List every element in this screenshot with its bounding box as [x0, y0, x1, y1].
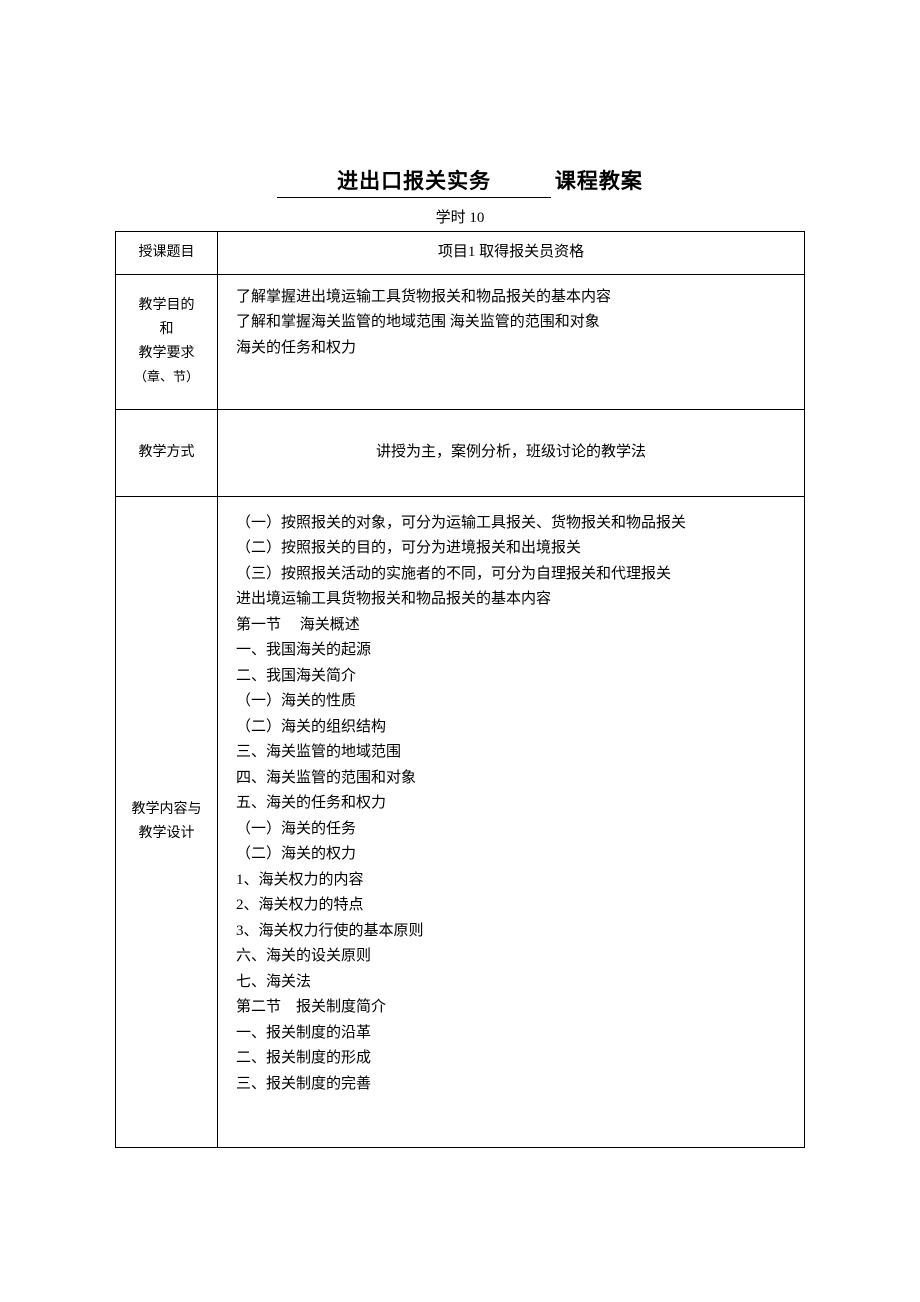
- objective-line: 了解掌握进出境运输工具货物报关和物品报关的基本内容: [228, 285, 794, 311]
- topic-label: 授课题目: [116, 232, 218, 275]
- document-title: 进出口报关实务 课程教案: [115, 165, 805, 198]
- outline-line: （一）海关的任务: [228, 817, 794, 843]
- outline-line: 2、海关权力的特点: [228, 893, 794, 919]
- outline-line: （二）按照报关的目的，可分为进境报关和出境报关: [228, 536, 794, 562]
- title-underlined: 进出口报关实务: [277, 165, 551, 198]
- outline-line: 二、报关制度的形成: [228, 1046, 794, 1072]
- method-value: 讲授为主，案例分析，班级讨论的教学法: [218, 410, 805, 497]
- subtitle-hours: 学时 10: [115, 206, 805, 227]
- outline-line: 第二节 报关制度简介: [228, 995, 794, 1021]
- objectives-content: 了解掌握进出境运输工具货物报关和物品报关的基本内容 了解和掌握海关监管的地域范围…: [218, 274, 805, 410]
- title-plain: 课程教案: [555, 165, 643, 195]
- objective-line: 了解和掌握海关监管的地域范围 海关监管的范围和对象: [228, 310, 794, 336]
- outline-line: 进出境运输工具货物报关和物品报关的基本内容: [228, 587, 794, 613]
- objectives-label-note: （章、节）: [134, 369, 199, 384]
- content-design-label: 教学内容与 教学设计: [116, 496, 218, 1148]
- table-row: 教学方式 讲授为主，案例分析，班级讨论的教学法: [116, 410, 805, 497]
- content-design-label-line: 教学内容与: [132, 802, 202, 817]
- objectives-label-line: 教学目的: [139, 298, 195, 313]
- outline-line: （二）海关的组织结构: [228, 715, 794, 741]
- outline-line: （一）按照报关的对象，可分为运输工具报关、货物报关和物品报关: [228, 511, 794, 537]
- outline-line: 四、海关监管的范围和对象: [228, 766, 794, 792]
- outline-line: 三、报关制度的完善: [228, 1072, 794, 1098]
- outline-line: （三）按照报关活动的实施者的不同，可分为自理报关和代理报关: [228, 562, 794, 588]
- content-design-outline: （一）按照报关的对象，可分为运输工具报关、货物报关和物品报关 （二）按照报关的目…: [218, 496, 805, 1148]
- outline-line: 六、海关的设关原则: [228, 944, 794, 970]
- table-row: 教学目的 和 教学要求 （章、节） 了解掌握进出境运输工具货物报关和物品报关的基…: [116, 274, 805, 410]
- outline-line: 三、海关监管的地域范围: [228, 740, 794, 766]
- content-design-label-line: 教学设计: [139, 826, 195, 841]
- objectives-label: 教学目的 和 教学要求 （章、节）: [116, 274, 218, 410]
- outline-line: 五、海关的任务和权力: [228, 791, 794, 817]
- outline-line: 一、报关制度的沿革: [228, 1021, 794, 1047]
- outline-line: 二、我国海关简介: [228, 664, 794, 690]
- outline-line: （一）海关的性质: [228, 689, 794, 715]
- outline-line: 七、海关法: [228, 970, 794, 996]
- objectives-label-line: 和: [160, 322, 174, 337]
- objective-line: 海关的任务和权力: [228, 336, 794, 362]
- outline-line: 一、我国海关的起源: [228, 638, 794, 664]
- table-row: 授课题目 项目1 取得报关员资格: [116, 232, 805, 275]
- lesson-plan-table: 授课题目 项目1 取得报关员资格 教学目的 和 教学要求 （章、节） 了解掌握进…: [115, 231, 805, 1148]
- objectives-label-line: 教学要求: [139, 346, 195, 361]
- outline-line: 1、海关权力的内容: [228, 868, 794, 894]
- outline-line: 第一节 海关概述: [228, 613, 794, 639]
- outline-line: （二）海关的权力: [228, 842, 794, 868]
- method-label: 教学方式: [116, 410, 218, 497]
- table-row: 教学内容与 教学设计 （一）按照报关的对象，可分为运输工具报关、货物报关和物品报…: [116, 496, 805, 1148]
- topic-value: 项目1 取得报关员资格: [218, 232, 805, 275]
- outline-line: 3、海关权力行使的基本原则: [228, 919, 794, 945]
